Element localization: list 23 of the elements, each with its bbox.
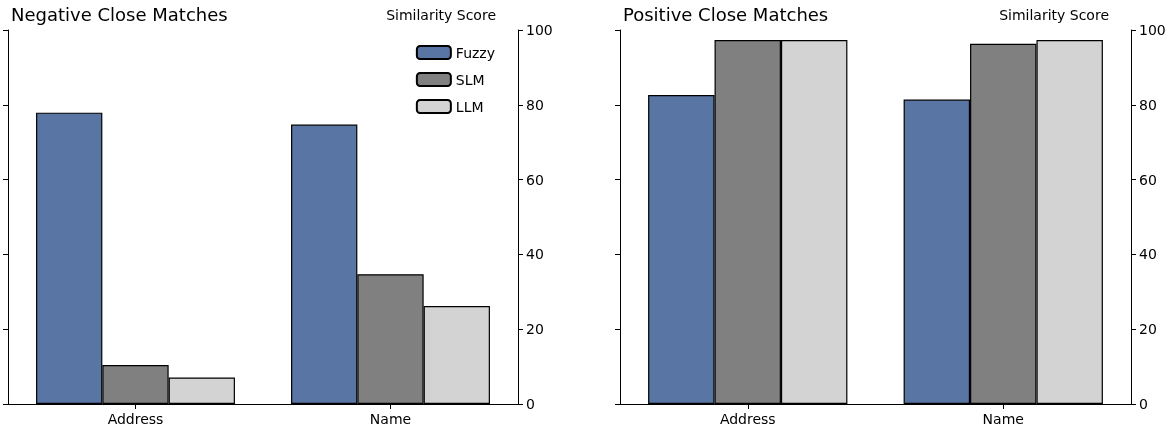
y-tick-label: 80 bbox=[1139, 96, 1157, 113]
y-tick-label: 0 bbox=[526, 396, 535, 412]
y-tick-label: 40 bbox=[1139, 246, 1157, 263]
x-tick-label: Name bbox=[369, 411, 412, 427]
legend-label: SLM bbox=[455, 71, 485, 88]
y-tick-label: 60 bbox=[526, 171, 544, 188]
chart-title: Negative Close Matches bbox=[11, 3, 228, 25]
y-tick-label: 80 bbox=[526, 96, 544, 113]
y-axis-title: Similarity Score bbox=[999, 7, 1109, 23]
y-axis-title: Similarity Score bbox=[386, 7, 496, 23]
x-tick-label: Address bbox=[107, 411, 164, 427]
y-tick-label: 20 bbox=[1139, 321, 1157, 338]
y-tick-label: 20 bbox=[526, 321, 544, 338]
y-tick-label: 60 bbox=[1139, 171, 1157, 188]
legend-label: Fuzzy bbox=[455, 44, 496, 61]
y-tick-label: 0 bbox=[1139, 396, 1148, 412]
chart-title: Positive Close Matches bbox=[623, 3, 829, 25]
y-tick-label: 100 bbox=[1139, 22, 1166, 38]
x-tick-label: Address bbox=[719, 411, 776, 427]
x-tick-label: Name bbox=[982, 411, 1024, 427]
legend-label: LLM bbox=[455, 98, 484, 115]
y-tick-label: 40 bbox=[526, 246, 544, 263]
y-tick-label: 100 bbox=[526, 22, 553, 38]
